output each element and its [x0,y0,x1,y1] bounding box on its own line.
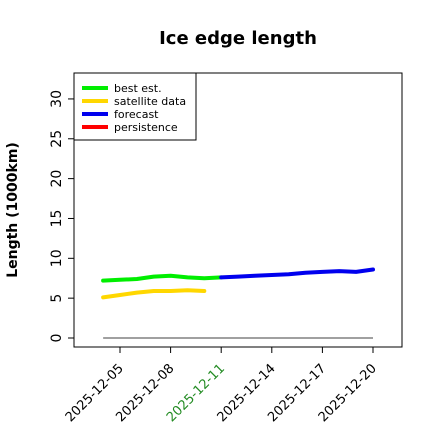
series-line-best-est [101,273,224,283]
y-axis-label: Length (1000km) [5,142,21,278]
chart-title: Ice edge length [159,28,317,49]
y-tick-label: 0 [49,334,65,343]
legend-label-best-est: best est. [114,82,162,95]
y-tick-label: 30 [49,90,65,108]
y-tick-label: 15 [49,210,65,228]
y-tick-label: 10 [49,249,65,267]
legend-label-forecast: forecast [114,108,159,121]
series-layer [101,267,375,300]
x-axis: 2025-12-052025-12-082025-12-112025-12-14… [63,347,380,425]
plot-frame [73,72,403,348]
y-tick-label: 5 [49,294,65,303]
legend-box [73,72,197,141]
legend: best est. satellite data forecast persis… [73,72,197,141]
y-axis: 0 5 10 15 20 25 30 [49,90,74,342]
legend-label-satellite-data: satellite data [114,95,186,108]
legend-label-persistence: persistence [114,121,178,134]
series-line-forecast [219,267,375,280]
y-tick-label: 20 [49,170,65,188]
y-tick-label: 25 [49,130,65,148]
series-line-satellite-data [101,288,207,300]
